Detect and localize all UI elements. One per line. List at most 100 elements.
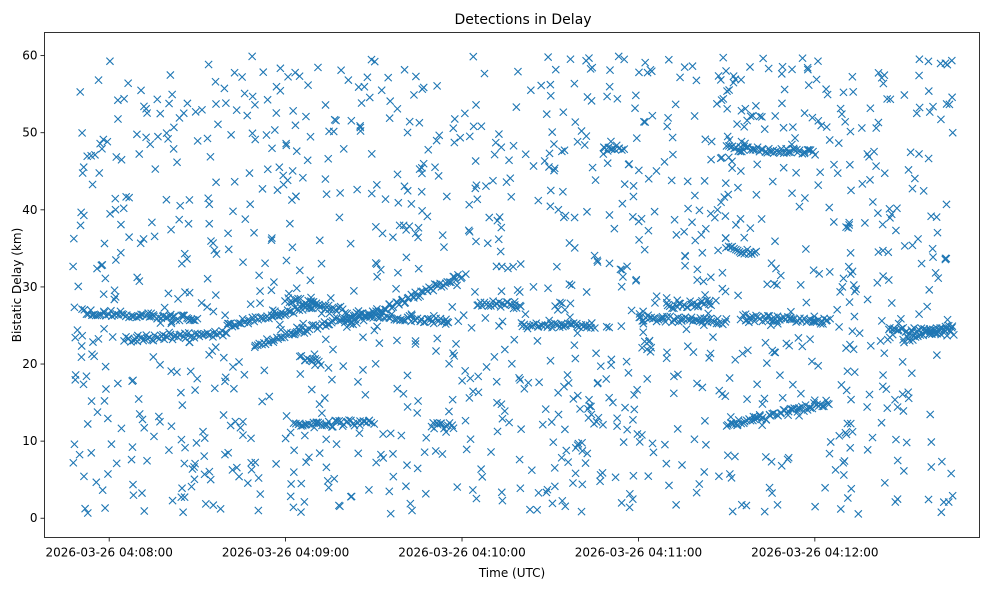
detection-marker bbox=[496, 247, 505, 256]
detection-marker bbox=[825, 449, 834, 458]
detection-marker bbox=[814, 181, 823, 190]
detection-marker bbox=[497, 143, 506, 152]
detection-marker bbox=[423, 212, 432, 221]
detection-marker bbox=[733, 120, 742, 129]
detection-marker bbox=[140, 507, 149, 516]
detection-marker bbox=[135, 409, 144, 418]
detection-marker bbox=[883, 94, 892, 103]
detection-marker bbox=[740, 122, 749, 131]
detection-marker bbox=[471, 157, 480, 166]
detection-marker bbox=[587, 96, 596, 105]
detection-marker bbox=[919, 186, 928, 195]
detection-marker bbox=[693, 265, 702, 274]
detection-marker bbox=[167, 319, 176, 328]
detection-marker bbox=[480, 69, 489, 78]
detection-marker bbox=[275, 163, 284, 172]
detection-marker bbox=[764, 64, 773, 73]
detection-marker bbox=[136, 239, 145, 248]
detection-marker bbox=[844, 223, 853, 232]
detection-marker bbox=[825, 203, 834, 212]
detection-marker bbox=[771, 112, 780, 121]
detection-marker bbox=[860, 218, 869, 227]
detection-marker bbox=[777, 99, 786, 108]
detection-marker bbox=[438, 231, 447, 240]
detection-marker bbox=[583, 449, 592, 458]
detection-marker bbox=[386, 97, 395, 106]
detection-marker bbox=[378, 229, 387, 238]
detection-marker bbox=[884, 275, 893, 284]
detection-marker bbox=[353, 377, 362, 386]
detection-marker bbox=[494, 130, 503, 139]
detection-marker bbox=[648, 111, 657, 120]
detection-marker bbox=[485, 213, 494, 222]
detection-marker bbox=[693, 276, 702, 285]
detection-marker bbox=[270, 126, 279, 134]
detection-marker bbox=[88, 180, 97, 189]
detection-marker bbox=[933, 228, 942, 237]
detection-marker bbox=[329, 127, 338, 136]
detection-marker bbox=[179, 311, 187, 320]
detection-marker bbox=[596, 477, 605, 486]
detection-marker bbox=[381, 195, 390, 204]
detection-marker bbox=[210, 384, 219, 393]
detection-marker bbox=[668, 150, 677, 159]
detection-marker bbox=[689, 348, 698, 357]
detection-marker bbox=[549, 438, 558, 447]
detection-marker bbox=[469, 387, 478, 396]
detection-marker bbox=[739, 311, 748, 320]
detection-marker bbox=[753, 160, 762, 169]
detection-marker bbox=[176, 201, 185, 210]
detection-marker bbox=[688, 62, 697, 71]
detection-marker bbox=[749, 144, 758, 153]
x-tick-label: 2026-03-26 04:10:00 bbox=[398, 546, 525, 560]
detection-marker bbox=[628, 212, 637, 221]
detection-marker bbox=[700, 416, 709, 425]
detection-marker bbox=[87, 448, 96, 457]
detection-marker bbox=[815, 269, 824, 278]
detection-marker bbox=[605, 210, 614, 219]
detection-marker bbox=[101, 362, 110, 371]
detection-marker bbox=[681, 251, 689, 260]
detection-marker bbox=[915, 103, 924, 112]
detection-marker bbox=[565, 280, 574, 289]
detection-marker bbox=[298, 173, 307, 182]
detection-marker bbox=[707, 137, 716, 146]
detection-marker bbox=[669, 372, 678, 381]
detection-marker bbox=[322, 463, 331, 472]
detection-marker bbox=[924, 495, 933, 504]
detection-marker bbox=[321, 301, 330, 310]
detection-marker bbox=[137, 310, 146, 319]
detection-marker bbox=[736, 167, 745, 176]
detection-marker bbox=[690, 435, 699, 444]
detection-marker bbox=[879, 272, 888, 281]
detection-marker bbox=[119, 204, 128, 213]
detection-marker bbox=[758, 400, 767, 409]
detection-marker bbox=[490, 150, 499, 159]
detection-marker bbox=[806, 404, 815, 413]
detection-marker bbox=[498, 317, 507, 326]
detection-marker bbox=[135, 150, 144, 159]
detection-marker bbox=[450, 114, 459, 123]
detection-marker bbox=[900, 241, 909, 250]
detection-marker bbox=[521, 310, 530, 319]
detection-marker bbox=[290, 446, 299, 455]
detection-marker bbox=[393, 170, 402, 179]
detection-marker bbox=[413, 408, 422, 417]
detection-marker bbox=[411, 72, 420, 81]
detection-marker bbox=[337, 66, 346, 75]
detection-marker bbox=[845, 160, 854, 169]
detection-marker bbox=[267, 236, 276, 245]
detection-marker bbox=[164, 134, 173, 143]
detection-marker bbox=[128, 377, 137, 386]
detection-marker bbox=[399, 389, 408, 398]
detection-marker bbox=[801, 245, 810, 253]
detection-marker bbox=[303, 156, 312, 165]
detection-marker bbox=[221, 311, 230, 320]
detection-marker bbox=[898, 357, 907, 366]
detection-marker bbox=[681, 261, 690, 270]
detection-marker bbox=[932, 351, 941, 360]
detection-marker bbox=[204, 60, 213, 69]
detection-marker bbox=[483, 239, 492, 248]
detection-marker bbox=[670, 215, 679, 224]
detection-marker bbox=[942, 200, 951, 209]
